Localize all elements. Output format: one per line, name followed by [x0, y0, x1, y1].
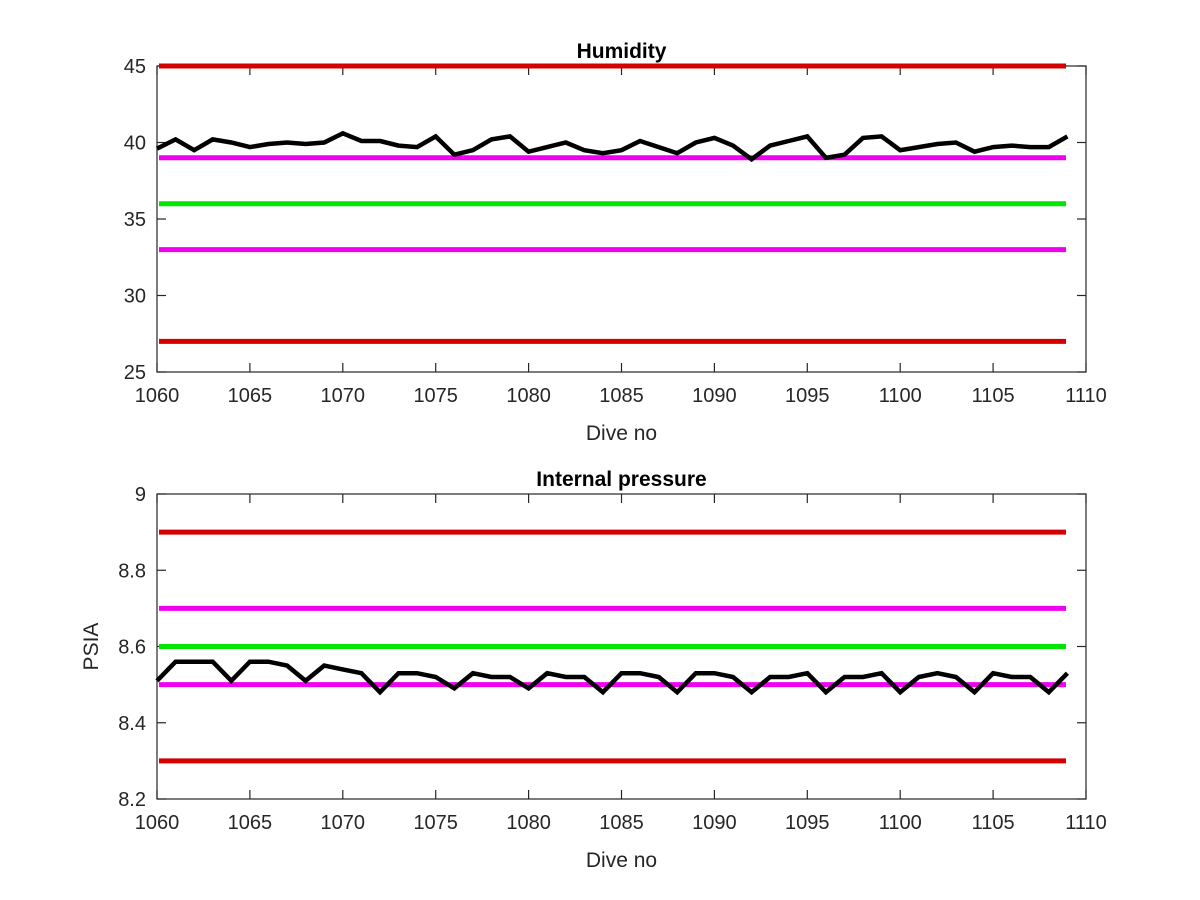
y-tick-label: 45 — [124, 56, 146, 78]
data-series-line — [155, 659, 1070, 696]
x-tick-label: 1070 — [321, 812, 366, 834]
x-tick-label: 1060 — [135, 385, 180, 407]
x-tick-label: 1080 — [506, 812, 551, 834]
x-tick-label: 1090 — [692, 385, 737, 407]
y-tick-label: 8.6 — [118, 637, 146, 659]
x-tick-label: 1110 — [1065, 812, 1107, 834]
x-axis-label: Dive no — [586, 849, 657, 872]
plot-title: Internal pressure — [536, 468, 706, 491]
x-tick-label: 1110 — [1065, 385, 1107, 407]
y-tick-label: 40 — [124, 133, 146, 155]
x-tick-label: 1065 — [228, 812, 273, 834]
x-axis-label: Dive no — [586, 422, 657, 445]
x-tick-label: 1085 — [599, 812, 644, 834]
plot-panel-2: 1060 1065 1070 1075 1080 1085 1090 1095 1100 1105… — [80, 468, 1107, 872]
x-tick-label: 1105 — [972, 812, 1015, 834]
x-tick-label: 1085 — [599, 385, 644, 407]
x-tick-label: 1080 — [506, 385, 551, 407]
y-tick-label: 35 — [124, 209, 146, 231]
x-tick-label: 1090 — [692, 812, 737, 834]
x-tick-label: 1075 — [413, 385, 458, 407]
x-tick-label: 1100 — [879, 812, 922, 834]
y-tick-label: 30 — [124, 286, 146, 308]
y-tick-label: 8.4 — [118, 713, 146, 735]
y-tick-label: 8.8 — [118, 560, 146, 582]
x-tick-label: 1075 — [413, 812, 458, 834]
plot-panel-1: 1060 1065 1070 1075 1080 1085 1090 1095 1100 1105… — [124, 40, 1107, 445]
plot-title: Humidity — [577, 40, 667, 63]
x-tick-label: 1070 — [321, 385, 366, 407]
y-axis-label: PSIA — [80, 623, 103, 671]
x-tick-label: 1065 — [228, 385, 273, 407]
x-tick-label: 1095 — [785, 812, 830, 834]
y-tick-label: 8.2 — [118, 789, 146, 811]
x-tick-label: 1060 — [135, 812, 180, 834]
y-tick-label: 9 — [135, 484, 146, 506]
x-tick-label: 1095 — [785, 385, 830, 407]
axes-frame — [156, 65, 1087, 373]
data-series-line — [156, 130, 1069, 163]
y-tick-label: 25 — [124, 362, 146, 384]
x-tick-label: 1100 — [879, 385, 922, 407]
x-tick-label: 1105 — [972, 385, 1015, 407]
